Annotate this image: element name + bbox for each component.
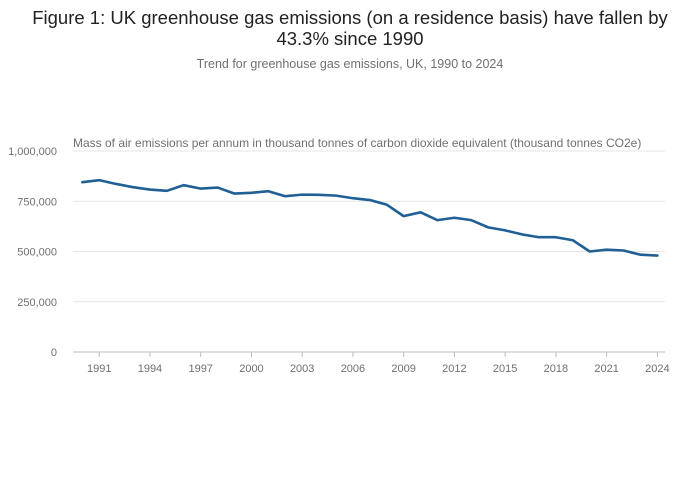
x-tick-label: 2000 <box>239 363 263 375</box>
data-point[interactable] <box>112 180 120 188</box>
data-point[interactable] <box>78 178 86 186</box>
y-tick-label: 250,000 <box>17 297 57 309</box>
gridlines <box>73 150 665 303</box>
data-point[interactable] <box>450 214 458 222</box>
data-point[interactable] <box>383 201 391 209</box>
data-point[interactable] <box>518 230 526 238</box>
data-point[interactable] <box>146 186 154 194</box>
data-point[interactable] <box>180 181 188 189</box>
data-point[interactable] <box>298 191 306 199</box>
data-point[interactable] <box>603 246 611 254</box>
data-point[interactable] <box>315 191 323 199</box>
data-point[interactable] <box>231 190 239 198</box>
data-point[interactable] <box>332 192 340 200</box>
x-tick-label: 1991 <box>87 363 111 375</box>
data-point[interactable] <box>163 187 171 195</box>
y-tick-label: 0 <box>51 347 57 359</box>
x-tick-label: 2021 <box>594 363 618 375</box>
x-tick-label: 2006 <box>341 363 365 375</box>
data-point[interactable] <box>620 246 628 254</box>
chart-subtitle: Trend for greenhouse gas emissions, UK, … <box>196 57 504 71</box>
data-point[interactable] <box>129 183 137 191</box>
x-tick-label: 2003 <box>290 363 314 375</box>
x-tick-label: 2012 <box>442 363 466 375</box>
data-point[interactable] <box>501 226 509 234</box>
series <box>78 176 661 260</box>
data-point[interactable] <box>653 252 661 260</box>
data-point[interactable] <box>484 223 492 231</box>
y-tick-label: 1,000,000 <box>8 146 57 158</box>
data-point[interactable] <box>434 216 442 224</box>
data-point[interactable] <box>535 233 543 241</box>
data-point[interactable] <box>586 248 594 256</box>
y-tick-label: 500,000 <box>17 247 57 259</box>
data-point[interactable] <box>569 236 577 244</box>
data-point[interactable] <box>366 196 374 204</box>
x-tick-label: 1997 <box>188 363 212 375</box>
chart-title: Figure 1: UK greenhouse gas emissions (o… <box>32 7 668 49</box>
data-point[interactable] <box>197 185 205 193</box>
data-point[interactable] <box>467 216 475 224</box>
data-point[interactable] <box>247 189 255 197</box>
data-point[interactable] <box>636 251 644 259</box>
data-point[interactable] <box>400 212 408 220</box>
data-point[interactable] <box>417 208 425 216</box>
data-point[interactable] <box>281 192 289 200</box>
series-line-emissions <box>81 178 659 257</box>
x-tick-label: 2009 <box>391 363 415 375</box>
data-point[interactable] <box>95 176 103 184</box>
data-point[interactable] <box>349 194 357 202</box>
y-tick-label: 750,000 <box>17 196 57 208</box>
x-tick-label: 2018 <box>544 363 568 375</box>
data-point[interactable] <box>552 233 560 241</box>
y-axis-label: Mass of air emissions per annum in thous… <box>73 136 641 150</box>
data-point[interactable] <box>214 184 222 192</box>
axes: 0 250,000 500,000 750,000 1,000,000 1991 1994 1… <box>8 146 670 375</box>
x-tick-label: 1994 <box>138 363 162 375</box>
x-tick-label: 2015 <box>493 363 517 375</box>
data-point[interactable] <box>264 187 272 195</box>
x-tick-label: 2024 <box>645 363 669 375</box>
